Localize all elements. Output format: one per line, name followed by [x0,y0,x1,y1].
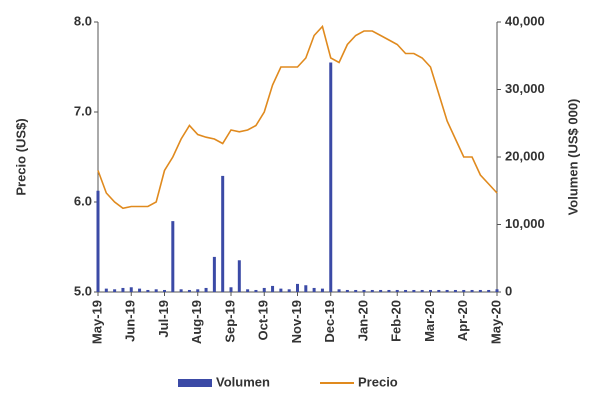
bar [495,289,499,292]
bar [221,175,225,292]
bar [121,287,125,292]
bar [104,288,108,292]
bar [470,289,474,292]
x-tick-label: Mar-20 [422,300,437,342]
y-tick-label: 6.0 [74,193,92,208]
legend-label: Volumen [216,374,270,389]
bar [146,289,150,292]
bar [337,289,341,292]
y-tick-label: 5.0 [74,283,92,298]
bar [287,289,291,292]
x-tick-label: Nov-19 [289,300,304,343]
y2-axis-title: Volumen (US$ 000) [565,99,580,216]
bar [362,289,366,292]
x-tick-label: Jan-20 [355,300,370,341]
bar [312,287,316,292]
legend-swatch [178,379,212,387]
bar [179,289,183,292]
bar [96,190,100,292]
bar [113,289,117,292]
bar [329,62,333,292]
x-tick-label: May-20 [488,300,503,344]
bar [379,289,383,292]
bar [429,289,432,292]
bar [478,289,482,292]
bar [320,288,324,292]
bar [196,289,200,292]
bar [437,289,441,292]
bar [395,289,399,292]
y2-tick-label: 30,000 [505,81,545,96]
bar [237,260,241,292]
x-tick-label: Feb-20 [389,300,404,342]
x-tick-label: Oct-19 [256,300,271,340]
bar [163,289,166,292]
y2-tick-label: 20,000 [505,148,545,163]
bar [229,287,233,292]
x-tick-label: Jul-19 [156,300,171,338]
y-axis-title: Precio (US$) [13,118,28,195]
x-tick-label: Dec-19 [322,300,337,343]
bar [171,221,175,292]
bar [412,289,416,292]
bar [345,289,349,292]
y2-tick-label: 0 [505,283,512,298]
bar [370,289,374,292]
bar [138,288,142,292]
bar [212,256,216,292]
bar [296,283,299,292]
bar [462,289,466,292]
bar [354,289,358,292]
bar [279,288,283,292]
bar [304,285,308,292]
y2-tick-label: 10,000 [505,216,545,231]
bar [445,289,449,292]
x-tick-label: Sep-19 [222,300,237,343]
x-tick-label: May-19 [89,300,104,344]
price-line [97,24,498,210]
legend-label: Precio [358,374,398,389]
y2-tick-label: 40,000 [505,13,545,28]
bar [254,289,258,292]
bar [204,287,208,292]
bar [187,289,191,292]
y-tick-label: 7.0 [74,103,92,118]
bar [420,289,424,292]
bar [387,289,391,292]
y-tick-label: 8.0 [74,13,92,28]
bar [262,287,266,292]
x-tick-label: Aug-19 [189,300,204,344]
bar [129,287,133,292]
bar [154,289,158,292]
bar [246,289,250,292]
bar [404,289,408,292]
bar [271,285,275,292]
bar [487,289,491,292]
bar [453,289,457,292]
x-tick-label: Apr-20 [455,300,470,341]
x-tick-label: Jun-19 [123,300,138,342]
